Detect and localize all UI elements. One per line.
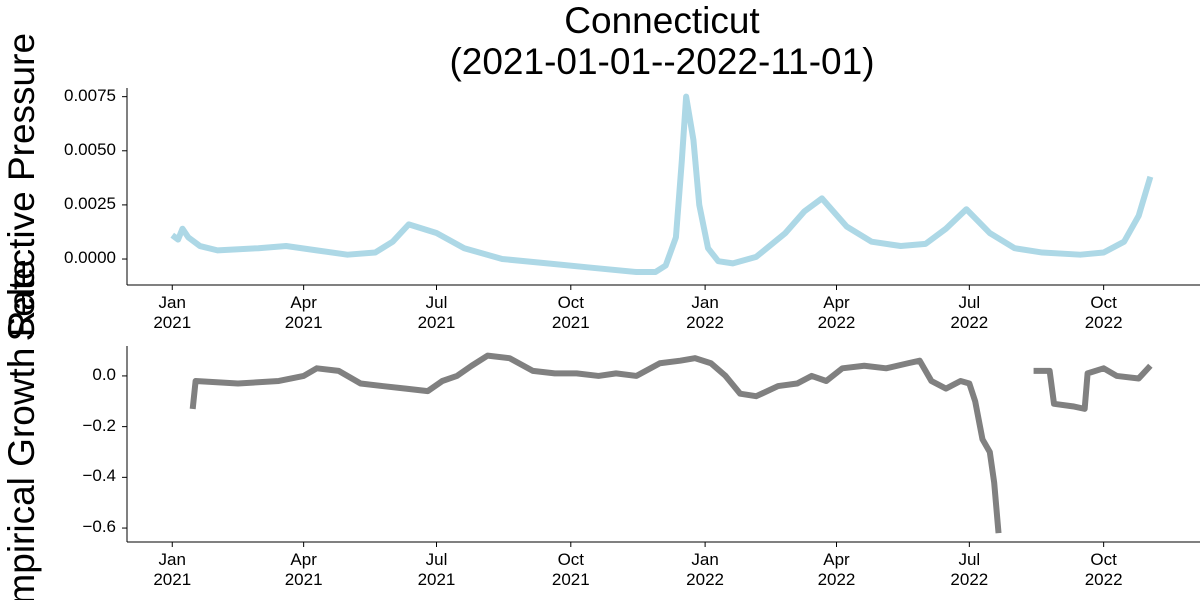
x-tick-label: Oct 2021 bbox=[551, 293, 590, 333]
x-tick-label: Oct 2021 bbox=[551, 550, 590, 590]
x-tick-label: Oct 2022 bbox=[1084, 293, 1123, 333]
y-tick-label: 0.0025 bbox=[64, 193, 116, 213]
y-tick-label: −0.6 bbox=[82, 517, 116, 537]
x-tick-label: Apr 2022 bbox=[817, 293, 856, 333]
x-tick-label: Jan 2022 bbox=[686, 293, 724, 333]
x-tick-label: Jul 2022 bbox=[950, 293, 989, 333]
x-tick-label: Apr 2022 bbox=[817, 550, 856, 590]
x-tick-label: Apr 2021 bbox=[284, 293, 323, 333]
x-tick-label: Oct 2022 bbox=[1084, 550, 1123, 590]
y-tick-label: 0.0 bbox=[92, 364, 116, 384]
y-tick-label: −0.2 bbox=[82, 415, 116, 435]
y-tick-label: 0.0000 bbox=[64, 248, 116, 268]
x-tick-label: Jul 2021 bbox=[417, 293, 456, 333]
x-tick-label: Jan 2022 bbox=[686, 550, 724, 590]
chart-title: Connecticut (2021-01-01--2022-11-01) bbox=[449, 0, 875, 83]
y-tick-label: −0.4 bbox=[82, 466, 116, 486]
y-tick-label: 0.0050 bbox=[64, 139, 116, 159]
x-tick-label: Jul 2022 bbox=[950, 550, 989, 590]
y-tick-label: 0.0075 bbox=[64, 85, 116, 105]
line-series bbox=[170, 93, 1154, 276]
x-tick-label: Jul 2021 bbox=[417, 550, 456, 590]
y-axis-label: Empirical Growth Rate bbox=[0, 259, 42, 600]
x-tick-label: Jan 2021 bbox=[153, 550, 192, 590]
line-series bbox=[189, 352, 1153, 534]
x-tick-label: Apr 2021 bbox=[284, 550, 323, 590]
x-tick-label: Jan 2021 bbox=[153, 293, 192, 333]
